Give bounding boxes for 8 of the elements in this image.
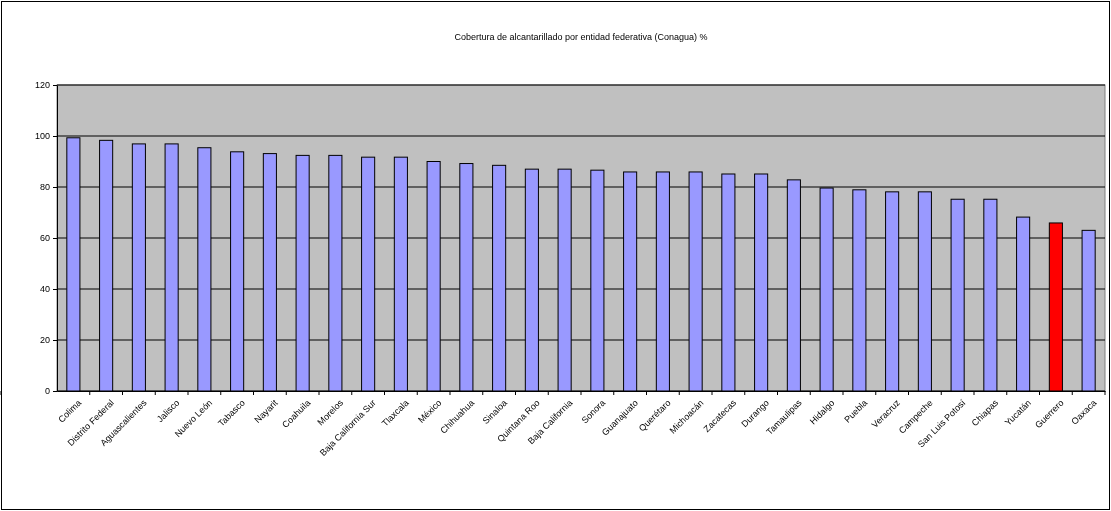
y-tick-label: 20 (39, 335, 50, 346)
y-tick-label: 120 (34, 80, 50, 91)
y-tick-label: 60 (39, 233, 50, 244)
chart-title: Cobertura de alcantarillado por entidad federativa (Conagua) % (454, 32, 708, 42)
y-tick-label: 0 (44, 386, 50, 397)
y-tick-label: 40 (39, 284, 50, 295)
y-tick-label: 100 (34, 131, 50, 142)
y-tick-label: 80 (39, 182, 50, 193)
